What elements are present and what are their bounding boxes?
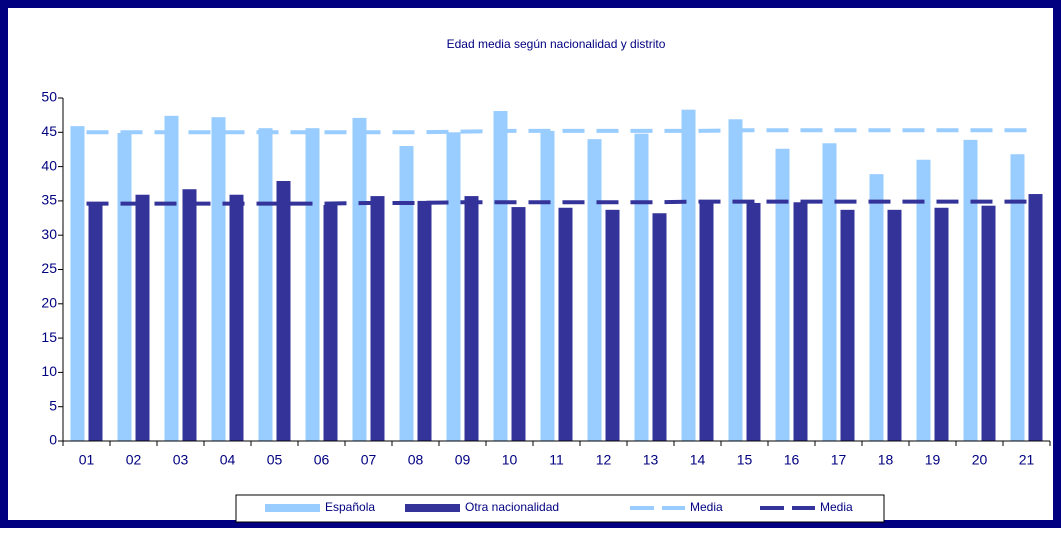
bar <box>822 143 837 441</box>
bar <box>793 202 808 441</box>
x-tick-label: 01 <box>79 452 95 468</box>
x-tick-label: 08 <box>408 452 424 468</box>
x-tick-label: 07 <box>361 452 377 468</box>
bar <box>699 200 714 441</box>
bar <box>276 181 291 442</box>
y-tick-label: 20 <box>41 295 57 311</box>
x-tick-label: 12 <box>596 452 612 468</box>
bar <box>1010 154 1025 441</box>
bar <box>981 205 996 441</box>
bar <box>511 207 526 441</box>
x-tick-label: 03 <box>173 452 189 468</box>
x-tick-label: 06 <box>314 452 330 468</box>
x-tick-label: 14 <box>690 452 706 468</box>
x-tick-label: 02 <box>126 452 142 468</box>
bar <box>305 128 320 441</box>
bar <box>869 174 884 441</box>
x-tick-label: 18 <box>878 452 894 468</box>
bar <box>605 209 620 441</box>
line <box>86 128 1027 135</box>
bar <box>934 207 949 441</box>
bar <box>681 109 696 442</box>
x-tick-label: 17 <box>831 452 847 468</box>
x-tick-label: 16 <box>784 452 800 468</box>
bar <box>258 128 273 441</box>
bar <box>1028 194 1043 441</box>
x-tick-label: 05 <box>267 452 283 468</box>
legend-label: Media <box>690 500 723 514</box>
bar <box>446 132 461 442</box>
y-tick-label: 40 <box>41 157 57 173</box>
bar <box>916 159 931 442</box>
y-tick-label: 25 <box>41 260 57 276</box>
x-tick-label: 11 <box>549 452 564 468</box>
bar <box>587 139 602 441</box>
bar <box>370 196 385 441</box>
y-tick-label: 35 <box>41 192 57 208</box>
line <box>86 199 1027 206</box>
bar <box>352 117 367 442</box>
bar <box>746 202 761 441</box>
bar <box>229 194 244 441</box>
x-tick-label: 13 <box>643 452 659 468</box>
y-tick-label: 15 <box>41 329 57 345</box>
bar <box>88 204 103 441</box>
y-tick-label: 0 <box>49 432 57 448</box>
bar <box>70 126 85 441</box>
x-tick-label: 21 <box>1019 452 1035 468</box>
bar <box>558 207 573 441</box>
x-tick-label: 10 <box>502 452 518 468</box>
bar <box>887 209 902 441</box>
bar <box>634 133 649 441</box>
bar <box>840 209 855 441</box>
x-tick-label: 09 <box>455 452 471 468</box>
x-tick-label: 19 <box>925 452 941 468</box>
bar <box>728 119 743 442</box>
bar <box>775 148 790 441</box>
legend-label: Española <box>325 500 375 514</box>
legend-swatch <box>405 504 460 512</box>
x-tick-label: 04 <box>220 452 236 468</box>
y-tick-label: 30 <box>41 226 57 242</box>
bar <box>963 139 978 441</box>
legend-swatch <box>265 504 320 512</box>
legend-label: Otra nacionalidad <box>465 500 559 514</box>
y-tick-label: 10 <box>41 363 57 379</box>
bar <box>117 132 132 441</box>
chart-title: Edad media según nacionalidad y distrito <box>447 37 666 51</box>
bar <box>135 194 150 441</box>
bar <box>211 117 226 441</box>
bar <box>399 146 414 441</box>
bar <box>323 205 338 441</box>
x-tick-label: 20 <box>972 452 988 468</box>
y-tick-label: 50 <box>41 89 57 105</box>
bar <box>540 130 555 442</box>
bar <box>493 111 508 441</box>
x-tick-label: 15 <box>737 452 753 468</box>
legend-label: Media <box>820 500 853 514</box>
bar <box>652 213 667 441</box>
y-tick-label: 45 <box>41 123 57 139</box>
bar <box>417 200 432 441</box>
bar <box>164 115 179 441</box>
bar <box>464 196 479 441</box>
y-tick-label: 5 <box>49 397 57 413</box>
bar <box>182 189 197 441</box>
